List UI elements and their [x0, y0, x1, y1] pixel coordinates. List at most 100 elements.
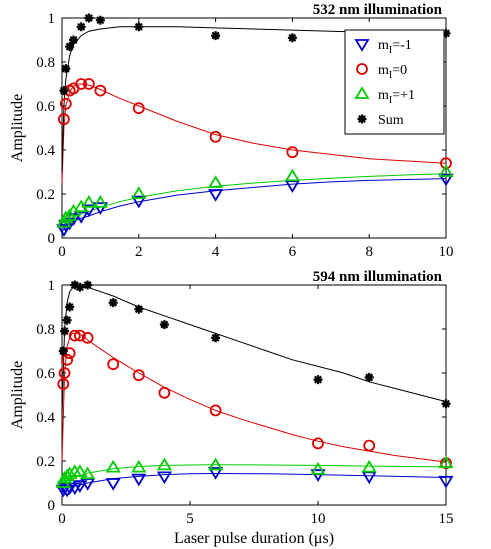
plot-area	[61, 284, 447, 506]
data-point-m=0	[132, 102, 145, 115]
data-point-m=0	[312, 437, 324, 450]
y-tick-label: 0	[48, 498, 56, 514]
bottom-panel-594nm: 0 5 10 15 0 0.2 0.4 0.6 0.8 1 594 nm illumination A…	[9, 269, 454, 547]
legend-marker	[354, 86, 370, 99]
data-point-m=+1	[208, 175, 224, 188]
y-axis-label: Amplitude	[9, 94, 26, 162]
data-point-m=+1	[131, 186, 147, 199]
data-point-Sum	[83, 280, 93, 290]
data-point-m=-1	[105, 478, 121, 491]
data-point-m=+1	[361, 459, 377, 473]
data-point-Sum	[58, 346, 68, 356]
y-tick-label: 0.4	[36, 143, 55, 159]
data-point-Sum	[364, 372, 374, 382]
data-point-m=+1	[310, 462, 326, 475]
x-tick-label: 10	[311, 511, 326, 527]
data-point-Sum	[159, 320, 169, 330]
y-tick-label: 0.8	[36, 55, 55, 71]
data-point-m=+1	[156, 457, 172, 471]
data-point-Sum	[211, 31, 221, 41]
data-point-Sum	[70, 280, 80, 290]
data-point-m=+1	[105, 459, 121, 473]
panel-title: 532 nm illumination	[313, 2, 443, 18]
data-point-Sum	[287, 33, 297, 43]
x-tick-label: 8	[365, 244, 373, 260]
legend-label: mI=-1	[378, 38, 412, 56]
data-point-Sum	[84, 13, 94, 23]
data-point-Sum	[61, 64, 71, 74]
data-point-Sum	[134, 304, 144, 314]
data-point-m=-1	[208, 189, 224, 202]
data-point-m=0	[57, 378, 70, 390]
data-point-Sum	[441, 28, 451, 38]
x-tick-label: 4	[212, 244, 220, 260]
data-point-m=0	[81, 331, 94, 344]
data-point-m=-1	[92, 202, 108, 215]
y-tick-label: 1	[48, 278, 56, 294]
data-point-m=0	[209, 404, 222, 417]
data-point-m=0	[209, 130, 222, 143]
data-point-m=0	[107, 358, 120, 371]
data-point-m=0	[75, 78, 88, 90]
legend-label: Sum	[378, 113, 404, 128]
data-point-m=0	[94, 84, 107, 97]
data-point-Sum	[65, 42, 75, 52]
data-point-m=0	[363, 439, 376, 452]
y-tick-label: 0.6	[36, 99, 55, 115]
data-point-m=0	[158, 386, 171, 399]
data-point-Sum	[76, 22, 86, 32]
data-point-Sum	[95, 15, 105, 25]
data-point-m=0	[74, 329, 86, 342]
data-point-m=+1	[438, 164, 454, 177]
data-point-m=0	[440, 157, 452, 170]
y-tick-label: 0.8	[36, 322, 55, 338]
legend-entry-m=-1: mI=-1	[354, 38, 412, 56]
x-tick-label: 0	[58, 511, 66, 527]
top-panel-532nm: 0 2 4 6 8 10 0 0.2 0.4 0.6 0.8 1 532 nm illumination…	[9, 2, 454, 260]
data-point-m=0	[286, 146, 299, 159]
y-tick-label: 0	[48, 231, 56, 247]
panel-title: 594 nm illumination	[313, 269, 443, 285]
data-point-Sum	[62, 315, 72, 325]
data-point-m=+1	[131, 459, 147, 473]
data-point-m=0	[59, 97, 72, 110]
x-tick-label: 6	[289, 244, 297, 260]
data-point-m=+1	[81, 195, 97, 208]
data-point-m=0	[132, 369, 145, 382]
data-point-m=-1	[59, 484, 75, 498]
y-tick-label: 1	[48, 11, 56, 27]
data-point-m=+1	[208, 457, 224, 471]
data-point-m=+1	[58, 210, 74, 224]
x-axis-label: Laser pulse duration (μs)	[174, 530, 334, 547]
x-tick-label: 10	[439, 244, 454, 260]
data-point-m=-1	[438, 173, 454, 187]
data-point-Sum	[313, 375, 323, 385]
data-point-m=+1	[80, 466, 96, 480]
data-point-m=+1	[62, 466, 78, 480]
x-tick-label: 15	[439, 511, 454, 527]
data-point-m=0	[68, 329, 81, 342]
data-point-Sum	[59, 86, 69, 96]
data-point-Sum	[75, 282, 85, 292]
data-point-m=+1	[92, 195, 108, 208]
y-tick-label: 0.2	[36, 187, 55, 203]
data-point-m=+1	[72, 464, 88, 477]
legend-marker	[356, 63, 368, 75]
data-point-Sum	[108, 298, 118, 308]
data-point-m=0	[61, 353, 74, 366]
data-point-m=0	[82, 78, 95, 90]
fit-curve-Sum	[61, 26, 446, 173]
data-point-m=-1	[131, 195, 147, 209]
legend: mI=-1 mI=0 mI=+1 Sum	[344, 29, 445, 135]
data-point-m=-1	[131, 473, 147, 487]
legend-label: mI=0	[378, 63, 407, 81]
legend-entry-m=0: mI=0	[356, 63, 407, 81]
data-point-m=-1	[72, 480, 88, 493]
y-tick-label: 0.4	[36, 410, 55, 426]
data-point-Sum	[441, 399, 451, 409]
legend-marker	[354, 39, 370, 52]
data-point-m=-1	[438, 475, 454, 489]
data-point-m=0	[58, 367, 71, 379]
data-point-Sum	[211, 333, 221, 343]
